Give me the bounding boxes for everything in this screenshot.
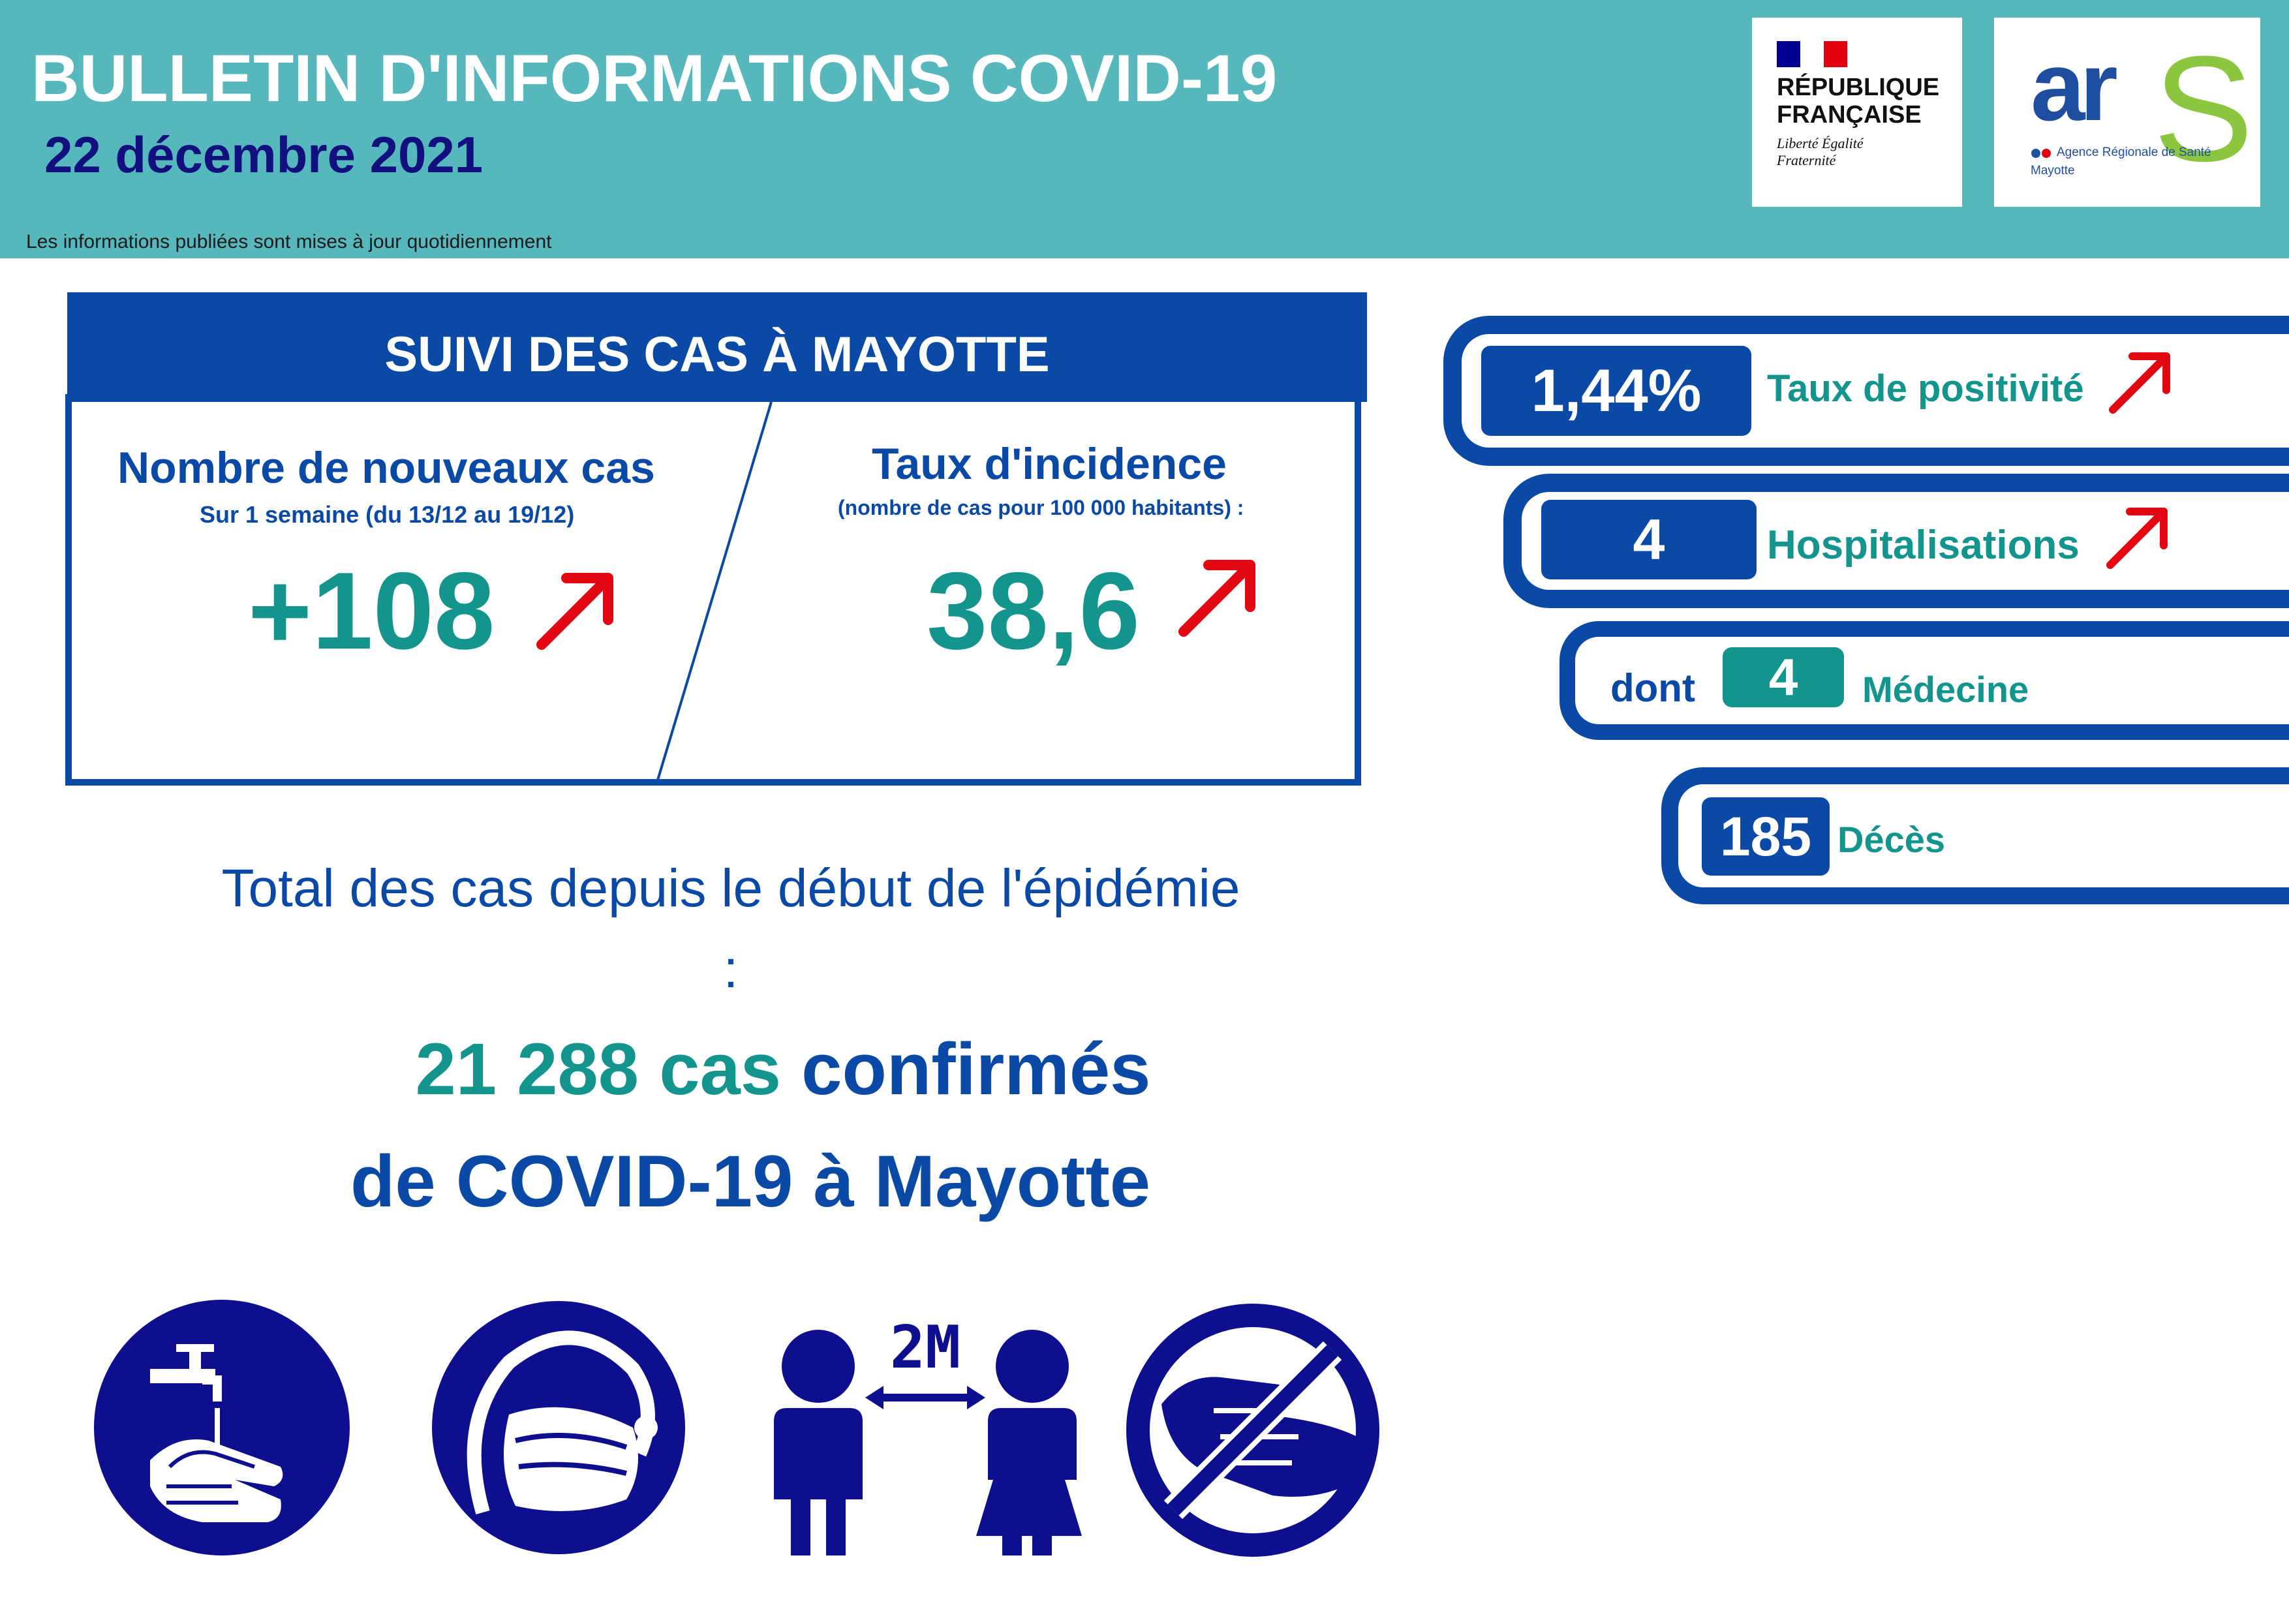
hospitalisations-card [1503, 474, 2289, 608]
positivity-value: 1,44% [1481, 346, 1751, 436]
ars-subtitle: Agence Régionale de Santé [2057, 146, 2211, 159]
total-confirmed: confirmés [781, 1028, 1151, 1110]
new-cases-label: Nombre de nouveaux cas [117, 443, 655, 493]
increase-arrow-icon [1178, 560, 1255, 637]
suivi-header [67, 292, 1367, 402]
hospitalisations-value: 4 [1541, 500, 1757, 579]
ars-dots-icon [2031, 149, 2051, 158]
increase-arrow-icon [2106, 508, 2168, 569]
medecine-card [1559, 621, 2289, 740]
increase-arrow-icon [2109, 352, 2170, 414]
deaths-label: Décès [1837, 819, 1946, 860]
total-region-line: de COVID-19 à Mayotte [350, 1141, 1151, 1222]
incidence-value: 38,6 [927, 549, 1140, 672]
bulletin-date: 22 décembre 2021 [44, 126, 484, 183]
distancing-icon: 2M [774, 1313, 1082, 1555]
no-handshake-icon [1126, 1304, 1379, 1557]
incidence-label: Taux d'incidence [872, 439, 1227, 489]
ars-s: S [2153, 25, 2254, 192]
positivity-card [1443, 316, 2289, 466]
dont-label: dont [1610, 666, 1695, 710]
hospitalisations-label: Hospitalisations [1767, 523, 2080, 568]
deaths-value: 185 [1702, 797, 1830, 876]
increase-arrow-icon [536, 573, 613, 650]
bulletin-title: BULLETIN D'INFORMATIONS COVID-19 [31, 41, 1278, 115]
total-count: 21 288 cas [415, 1028, 782, 1110]
ars-logo: ar S Agence Régionale de Santé Mayotte [1994, 18, 2260, 207]
medecine-value: 4 [1723, 647, 1844, 707]
face-mask-icon [432, 1301, 685, 1554]
rf-motto: Liberté Égalité Fraternité [1777, 135, 1864, 168]
distance-label: 2M [890, 1313, 960, 1382]
republique-francaise-logo: RÉPUBLIQUE FRANÇAISE Liberté Égalité Fra… [1752, 18, 1962, 207]
positivity-label: Taux de positivité [1767, 367, 2084, 410]
incidence-sub: (nombre de cas pour 100 000 habitants) : [838, 496, 1244, 519]
ars-word: ar [2031, 31, 2118, 141]
new-cases-value: +108 [248, 549, 495, 672]
total-lead: Total des cas depuis le début de l'épidé… [221, 859, 1240, 999]
hand-washing-icon [94, 1300, 350, 1555]
suivi-title: SUIVI DES CAS À MAYOTTE [384, 327, 1050, 382]
new-cases-period: Sur 1 semaine (du 13/12 au 19/12) [200, 501, 575, 528]
update-note: Les informations publiées sont mises à j… [26, 231, 552, 253]
rf-name: RÉPUBLIQUE FRANÇAISE [1777, 74, 1940, 129]
total-count-line: 21 288 cas confirmés [215, 1027, 1351, 1111]
ars-region: Mayotte [2031, 164, 2075, 177]
french-flag-icon [1777, 41, 1847, 67]
medecine-label: Médecine [1862, 669, 2029, 710]
